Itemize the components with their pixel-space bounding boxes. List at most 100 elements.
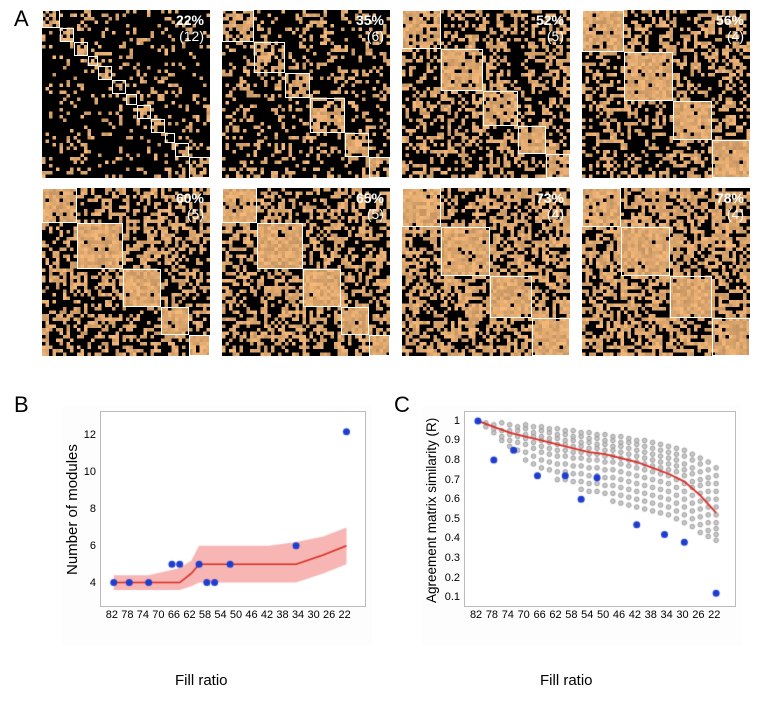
module-box	[582, 188, 621, 227]
panel-c-chart: Agreement matrix similarity (R) 82787470…	[422, 405, 742, 645]
heatmap-sub: (4)	[727, 206, 744, 222]
ytick: 0.5	[438, 513, 460, 525]
module-box	[369, 157, 390, 178]
module-box	[74, 42, 88, 56]
module-box	[222, 10, 254, 42]
xtick: 66	[533, 609, 545, 621]
xtick: 54	[214, 609, 226, 621]
panel-c-label: C	[394, 392, 410, 418]
module-box	[112, 80, 126, 94]
heatmap-pct: 52%	[536, 12, 564, 28]
panel-c-xlabel: Fill ratio	[540, 672, 593, 689]
module-box	[518, 126, 546, 154]
ytick: 0.3	[438, 552, 460, 564]
heatmap-pct: 65%	[356, 190, 384, 206]
heatmap-pct: 60%	[176, 190, 204, 206]
ytick: 6	[80, 540, 96, 552]
xtick: 30	[676, 609, 688, 621]
module-box	[257, 223, 303, 269]
xtick: 58	[199, 609, 211, 621]
xtick: 78	[121, 609, 133, 621]
xtick: 66	[168, 609, 180, 621]
xtick: 78	[486, 609, 498, 621]
module-box	[77, 223, 123, 269]
module-box	[546, 154, 571, 179]
heatmap-pct: 73%	[536, 190, 564, 206]
module-box	[165, 133, 176, 144]
heatmap-pct: 35%	[356, 12, 384, 28]
module-box	[341, 307, 369, 335]
xtick: 38	[276, 609, 288, 621]
heatmap-sub: (5)	[547, 28, 564, 44]
xtick: 38	[645, 609, 657, 621]
module-box	[712, 318, 751, 357]
heatmap-sub: (5)	[187, 206, 204, 222]
module-box	[624, 52, 673, 101]
ytick: 12	[80, 429, 96, 441]
ytick: 0.8	[438, 454, 460, 466]
module-box	[670, 276, 712, 318]
module-box	[254, 42, 286, 74]
panel-a-label: A	[14, 6, 29, 32]
module-box	[42, 188, 77, 223]
heatmap-label: 56%(4)	[716, 12, 744, 44]
module-box	[189, 157, 210, 178]
xtick: 62	[549, 609, 561, 621]
xtick: 26	[323, 609, 335, 621]
xtick: 34	[660, 609, 672, 621]
xtick: 50	[230, 609, 242, 621]
ytick: 8	[80, 503, 96, 515]
xtick: 34	[292, 609, 304, 621]
module-box	[441, 49, 483, 91]
panel-c-ylabel: Agreement matrix similarity (R)	[424, 418, 439, 603]
module-box	[161, 307, 189, 335]
module-box	[123, 269, 162, 308]
module-box	[345, 133, 370, 158]
panel-a-grid: 22%(12)35%(6)52%(5)56%(4)60%(5)65%(5)73%…	[42, 10, 754, 356]
xtick: 30	[307, 609, 319, 621]
xtick: 74	[502, 609, 514, 621]
panel-b-xlabel: Fill ratio	[175, 672, 228, 689]
ytick: 0.1	[438, 591, 460, 603]
module-box	[42, 10, 60, 28]
xtick: 26	[692, 609, 704, 621]
heatmap-label: 65%(5)	[356, 190, 384, 222]
module-box	[60, 28, 74, 42]
module-box	[175, 143, 189, 157]
xtick: 46	[613, 609, 625, 621]
heatmap-3: 56%(4)	[582, 10, 750, 178]
heatmap-1: 35%(6)	[222, 10, 390, 178]
heatmap-sub: (6)	[367, 28, 384, 44]
module-box	[490, 276, 532, 318]
xtick: 42	[629, 609, 641, 621]
xtick: 46	[245, 609, 257, 621]
module-box	[88, 56, 99, 67]
xtick: 42	[261, 609, 273, 621]
module-box	[303, 269, 342, 308]
ytick: 0.9	[438, 434, 460, 446]
module-box	[712, 140, 751, 179]
panel-b-ylabel: Number of modules	[64, 444, 81, 575]
module-box	[441, 227, 490, 276]
panel-b-chart: Number of modules 8278747066625854504642…	[62, 405, 372, 645]
heatmap-pct: 78%	[716, 190, 744, 206]
heatmap-7: 78%(4)	[582, 188, 750, 356]
module-box	[402, 10, 441, 49]
module-box	[582, 10, 624, 52]
heatmap-label: 78%(4)	[716, 190, 744, 222]
heatmap-0: 22%(12)	[42, 10, 210, 178]
xtick: 62	[183, 609, 195, 621]
module-box	[369, 335, 390, 356]
heatmap-label: 35%(6)	[356, 12, 384, 44]
module-box	[532, 318, 571, 357]
heatmap-label: 52%(5)	[536, 12, 564, 44]
ytick: 1	[438, 415, 460, 427]
ytick: 0.4	[438, 532, 460, 544]
heatmap-6: 73%(4)	[402, 188, 570, 356]
module-box	[126, 94, 137, 105]
ytick: 10	[80, 466, 96, 478]
module-box	[222, 188, 257, 223]
xtick: 74	[137, 609, 149, 621]
module-box	[310, 98, 345, 133]
heatmap-sub: (5)	[367, 206, 384, 222]
